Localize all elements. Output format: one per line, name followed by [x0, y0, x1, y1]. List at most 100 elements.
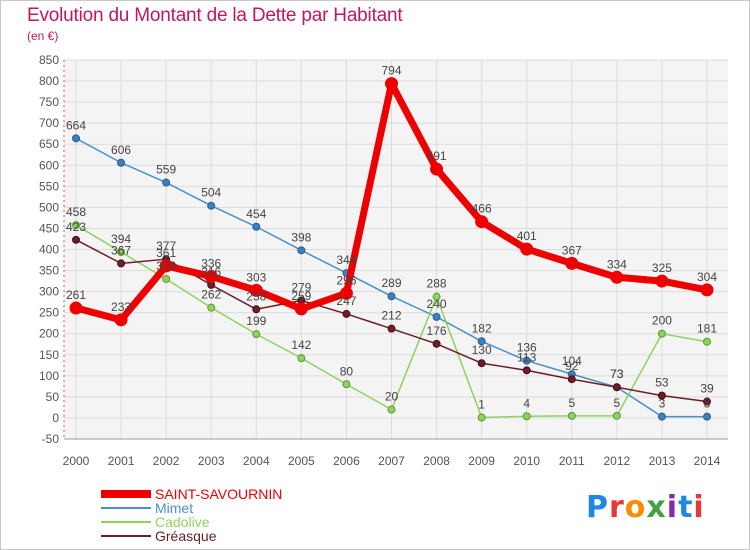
data-label-cadolive: 288	[427, 277, 447, 291]
data-label-greasque: 316	[201, 265, 221, 279]
data-point-saint-savournin	[520, 242, 534, 256]
data-label-saint-savournin: 325	[652, 261, 672, 275]
data-point-saint-savournin	[204, 269, 218, 283]
y-tick-label: 350	[39, 264, 59, 278]
data-label-saint-savournin: 466	[472, 202, 492, 216]
x-tick-label: 2007	[378, 454, 405, 468]
y-tick-label: 250	[39, 306, 59, 320]
data-label-saint-savournin: 591	[427, 149, 447, 163]
legend-label-saint-savournin: SAINT-SAVOURNIN	[155, 486, 282, 502]
data-point-saint-savournin	[159, 259, 173, 273]
data-point-saint-savournin	[700, 283, 714, 297]
x-tick-label: 2009	[468, 454, 495, 468]
data-point-saint-savournin	[385, 77, 398, 91]
x-tick-label: 2006	[333, 454, 360, 468]
data-point-cadolive	[207, 303, 216, 312]
x-tick-label: 2003	[198, 454, 225, 468]
data-label-cadolive: 20	[385, 390, 399, 404]
data-label-greasque: 39	[700, 382, 714, 396]
data-label-mimet: 3	[704, 397, 711, 411]
data-label-greasque: 53	[655, 376, 669, 390]
data-point-greasque	[567, 375, 576, 384]
y-tick-label: 850	[39, 53, 59, 67]
data-point-cadolive	[297, 354, 306, 363]
data-point-mimet	[387, 292, 396, 301]
data-point-mimet	[162, 178, 171, 187]
data-label-saint-savournin: 259	[291, 289, 311, 303]
data-label-greasque: 73	[610, 367, 624, 381]
chart-subtitle: (en €)	[27, 29, 59, 43]
data-label-saint-savournin: 334	[607, 257, 627, 271]
data-point-cadolive	[657, 329, 666, 338]
data-point-cadolive	[567, 411, 576, 420]
y-tick-label: 400	[39, 243, 59, 257]
data-point-greasque	[387, 324, 396, 333]
data-point-mimet	[252, 222, 261, 231]
data-label-mimet: 559	[156, 163, 176, 177]
data-label-cadolive: 394	[111, 232, 131, 246]
y-tick-label: 800	[39, 74, 59, 88]
data-label-saint-savournin: 261	[66, 288, 86, 302]
data-label-saint-savournin: 336	[201, 256, 221, 270]
proxiti-logo: Proxiti	[586, 490, 705, 525]
data-point-mimet	[477, 337, 486, 346]
legend-label-mimet: Mimet	[155, 500, 193, 516]
data-label-cadolive: 80	[340, 364, 354, 378]
y-tick-label: 50	[46, 390, 60, 404]
legend-label-greasque: Gréasque	[155, 528, 217, 544]
data-point-saint-savournin	[249, 283, 263, 297]
data-point-greasque	[522, 366, 531, 375]
data-point-mimet	[117, 158, 126, 167]
data-label-mimet: 104	[562, 354, 582, 368]
y-tick-label: 100	[39, 369, 59, 383]
x-tick-label: 2004	[243, 454, 270, 468]
data-label-cadolive: 181	[697, 322, 717, 336]
data-label-greasque: 367	[111, 243, 131, 257]
y-tick-label: 500	[39, 200, 59, 214]
data-point-greasque	[432, 339, 441, 348]
data-label-greasque: 113	[517, 350, 536, 364]
data-point-mimet	[297, 246, 306, 255]
y-tick-label: 200	[39, 327, 59, 341]
data-point-greasque	[477, 359, 486, 368]
data-point-mimet	[657, 412, 666, 421]
data-label-cadolive: 200	[652, 314, 672, 328]
data-label-mimet: 182	[472, 321, 492, 335]
data-label-mimet: 73	[610, 367, 624, 381]
data-label-cadolive: 1	[478, 398, 485, 412]
data-label-saint-savournin: 304	[697, 270, 717, 284]
x-tick-label: 2000	[63, 454, 90, 468]
data-label-mimet: 606	[111, 143, 131, 157]
data-label-saint-savournin: 794	[381, 64, 401, 78]
data-label-greasque: 92	[565, 359, 579, 373]
data-label-cadolive: 262	[201, 288, 221, 302]
data-label-mimet: 289	[381, 276, 401, 290]
data-label-greasque: 130	[472, 343, 492, 357]
y-tick-label: 750	[39, 95, 59, 109]
data-point-saint-savournin	[475, 215, 489, 229]
data-label-saint-savournin: 401	[517, 229, 537, 243]
data-label-saint-savournin: 296	[336, 273, 356, 287]
data-point-saint-savournin	[339, 286, 353, 300]
data-point-greasque	[117, 259, 126, 268]
data-point-greasque	[342, 309, 351, 318]
x-tick-label: 2014	[694, 454, 721, 468]
data-point-cadolive	[387, 405, 396, 414]
data-label-greasque: 377	[156, 239, 176, 253]
data-point-greasque	[72, 235, 80, 244]
data-point-saint-savournin	[294, 302, 308, 316]
data-label-cadolive: 330	[156, 259, 176, 273]
data-label-greasque: 279	[291, 280, 311, 294]
data-point-cadolive	[342, 380, 351, 389]
data-point-mimet	[703, 412, 711, 421]
y-tick-label: 600	[39, 158, 59, 172]
data-point-mimet	[72, 134, 80, 143]
y-tick-label: 650	[39, 137, 59, 151]
data-point-cadolive	[703, 337, 711, 346]
data-point-cadolive	[612, 411, 621, 420]
data-label-mimet: 3	[659, 397, 666, 411]
data-label-mimet: 344	[336, 253, 356, 267]
data-label-saint-savournin: 233	[111, 300, 131, 314]
